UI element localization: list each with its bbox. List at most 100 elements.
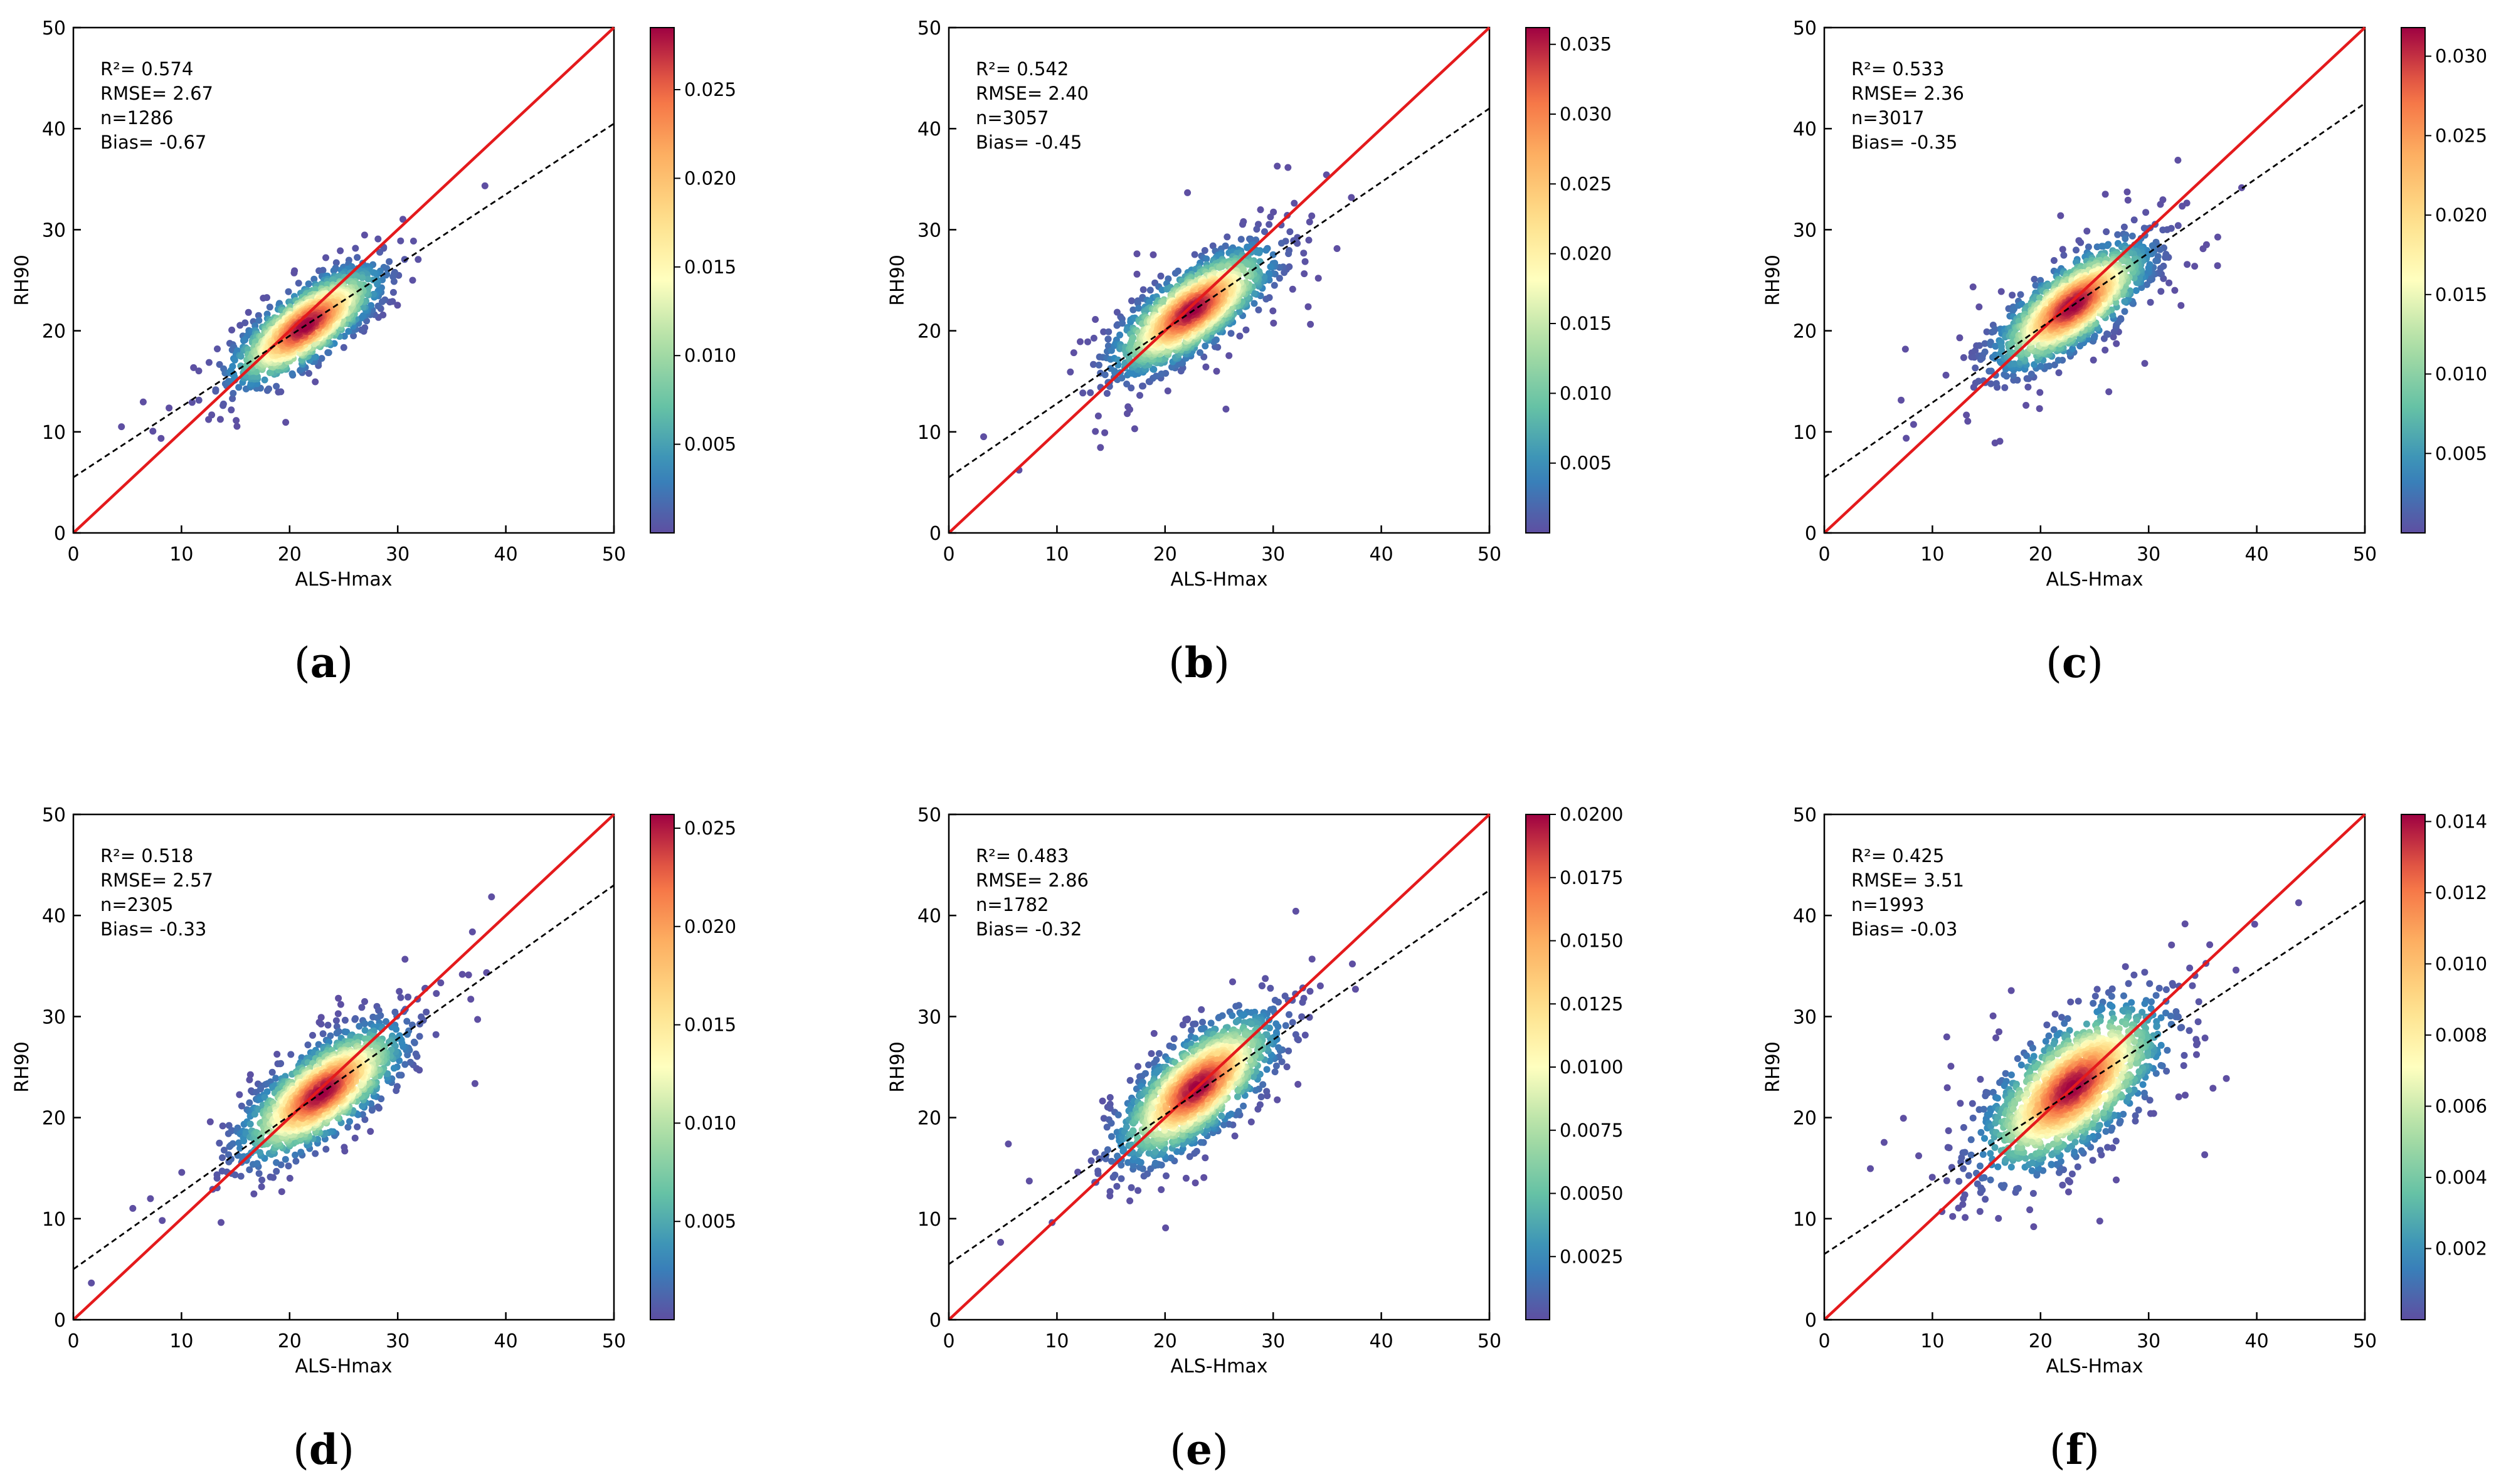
scatter-point: [1242, 327, 1249, 334]
x-tick-label: 40: [2245, 544, 2269, 566]
scatter-point: [345, 328, 352, 335]
scatter-point: [1257, 206, 1264, 213]
scatter-point: [391, 1065, 398, 1071]
scatter-point: [394, 1083, 401, 1090]
colorbar-tick-label: 0.020: [1560, 243, 1612, 265]
panel-label-letter: b: [1185, 638, 1213, 687]
scatter-point: [1970, 283, 1977, 290]
scatter-point: [305, 1041, 312, 1048]
y-tick-label: 20: [1793, 321, 1817, 343]
scatter-point: [295, 280, 302, 287]
scatter-point: [1124, 403, 1131, 410]
colorbar-tick-label: 0.015: [1560, 313, 1612, 334]
y-tick-label: 20: [42, 321, 66, 343]
scatter-point: [2113, 340, 2120, 347]
colorbar-tick-label: 0.025: [2435, 125, 2487, 146]
scatter-point: [229, 363, 236, 370]
scatter-point: [220, 401, 227, 408]
scatter-point: [312, 1150, 319, 1157]
colorbar-tick-label: 0.010: [2435, 364, 2487, 385]
scatter-point: [1266, 221, 1272, 228]
scatter-point: [2152, 258, 2159, 265]
scatter-point: [2142, 360, 2149, 367]
scatter-point: [1300, 250, 1307, 256]
scatter-point: [1092, 316, 1099, 323]
scatter-point: [1236, 333, 1243, 340]
scatter-point: [217, 416, 224, 423]
y-tick-label: 0: [929, 523, 941, 545]
scatter-point: [219, 1154, 226, 1161]
scatter-point: [1111, 367, 1118, 374]
scatter-point: [2159, 226, 2166, 233]
scatter-point: [1134, 250, 1141, 257]
scatter-point: [2184, 261, 2191, 268]
scatter-point: [149, 428, 156, 434]
scatter-point: [1307, 321, 1314, 328]
scatter-point: [140, 399, 147, 406]
scatter-point: [1147, 287, 1154, 293]
scatter-point: [265, 386, 272, 392]
scatter-point: [2157, 288, 2164, 295]
scatter-point: [1289, 286, 1296, 293]
scatter-point: [1308, 213, 1315, 219]
panel-label-close: ): [1213, 639, 1230, 687]
scatter-point: [1898, 397, 1905, 404]
stats-annotation-line: RMSE= 2.67: [100, 83, 213, 104]
scatter-point: [1070, 349, 1077, 356]
scatter-point: [1270, 320, 1277, 327]
scatter-point: [1116, 332, 1123, 339]
scatter-point: [2214, 262, 2221, 269]
scatter-point: [2024, 384, 2031, 391]
scatter-point: [396, 1071, 403, 1078]
scatter-point: [157, 435, 164, 442]
scatter-point: [312, 379, 319, 386]
scatter-point: [418, 1013, 425, 1020]
scatter-point: [2017, 291, 2024, 298]
scatter-point: [2145, 265, 2152, 271]
scatter-point: [291, 270, 298, 276]
scatter-point: [1134, 271, 1141, 278]
scatter-point: [1284, 164, 1291, 171]
scatter-point: [1077, 339, 1084, 345]
scatter-point: [410, 277, 416, 284]
scatter-point: [1291, 200, 1298, 207]
colorbar-tick-label: 0.005: [1560, 453, 1612, 474]
scatter-point: [459, 971, 466, 978]
scatter-point: [2129, 233, 2136, 239]
scatter-point: [337, 1001, 344, 1008]
scatter-point: [403, 1018, 410, 1025]
scatter-point: [2121, 224, 2128, 231]
stats-annotation-line: n=1286: [100, 107, 173, 129]
scatter-point: [1184, 189, 1191, 196]
scatter-point: [297, 1149, 304, 1155]
scatter-point: [213, 386, 219, 393]
scatter-point: [289, 371, 296, 377]
scatter-point: [1963, 412, 1970, 419]
scatter-point: [1172, 270, 1179, 276]
scatter-point: [282, 419, 289, 426]
y-tick-label: 20: [917, 321, 941, 343]
scatter-point: [415, 256, 421, 263]
scatter-point: [2059, 246, 2066, 253]
scatter-point: [364, 276, 371, 283]
x-tick-label: 10: [1920, 544, 1944, 566]
scatter-point: [2114, 231, 2121, 238]
scatter-point: [346, 1118, 353, 1125]
scatter-point: [1150, 251, 1157, 258]
y-tick-label: 10: [42, 422, 66, 444]
scatter-point: [233, 423, 240, 430]
scatter-point: [250, 1191, 257, 1197]
scatter-point: [398, 994, 404, 1001]
scatter-point: [2200, 245, 2207, 252]
scatter-point: [1251, 300, 1258, 307]
scatter-point: [2038, 363, 2044, 370]
scatter-point: [1910, 421, 1917, 428]
scatter-point: [472, 1080, 478, 1087]
scatter-point: [1267, 263, 1274, 270]
scatter-point: [474, 1016, 481, 1023]
x-tick-label: 20: [1153, 544, 1177, 566]
scatter-point: [305, 370, 312, 377]
scatter-point: [2179, 203, 2186, 209]
